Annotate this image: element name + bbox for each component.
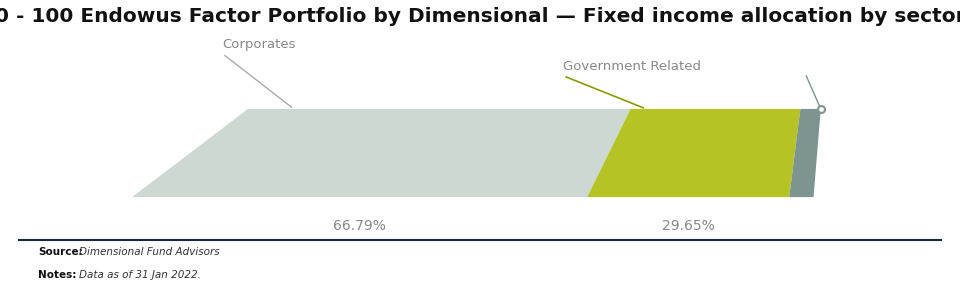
Text: Notes:: Notes: — [38, 270, 77, 280]
Polygon shape — [789, 109, 821, 197]
Text: 29.65%: 29.65% — [661, 219, 714, 233]
Text: 66.79%: 66.79% — [333, 219, 386, 233]
Text: Source:: Source: — [38, 247, 84, 257]
Text: Corporates: Corporates — [223, 38, 296, 51]
Text: Data as of 31 Jan 2022.: Data as of 31 Jan 2022. — [79, 270, 201, 280]
Text: Dimensional Fund Advisors: Dimensional Fund Advisors — [79, 247, 219, 257]
Text: Government Related: Government Related — [564, 60, 702, 73]
Text: 0 - 100 Endowus Factor Portfolio by Dimensional — Fixed income allocation by sec: 0 - 100 Endowus Factor Portfolio by Dime… — [0, 7, 960, 26]
Polygon shape — [132, 109, 631, 197]
Polygon shape — [588, 109, 801, 197]
